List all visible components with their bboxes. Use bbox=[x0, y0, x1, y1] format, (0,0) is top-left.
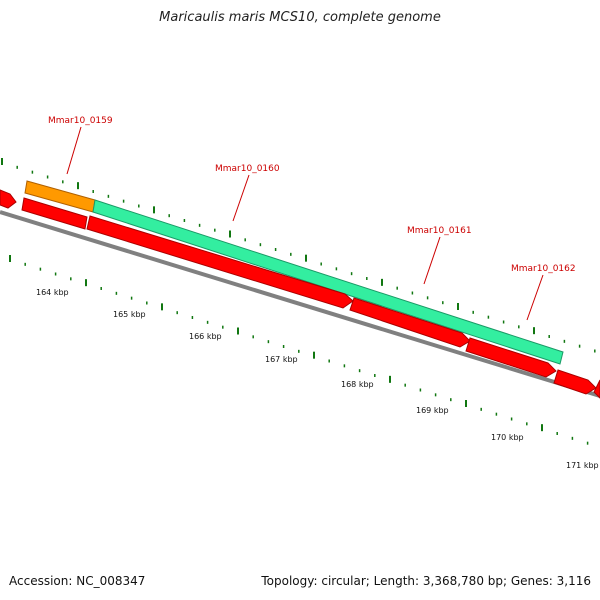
genome-stats-text: Topology: circular; Length: 3,368,780 bp… bbox=[261, 574, 591, 588]
kbp-label: 170 kbp bbox=[491, 433, 524, 442]
leader-line-0162 bbox=[526, 274, 544, 321]
kbp-label: 166 kbp bbox=[189, 332, 222, 341]
leader-line-0161 bbox=[423, 236, 441, 285]
cds-arrow[interactable] bbox=[86, 215, 354, 309]
accession-text: Accession: NC_008347 bbox=[9, 574, 146, 588]
cds-arrow[interactable] bbox=[349, 297, 471, 348]
leader-line-0159 bbox=[66, 126, 82, 175]
map-title: Maricaulis maris MCS10, complete genome bbox=[159, 10, 441, 25]
kbp-label: 164 kbp bbox=[36, 288, 69, 297]
kbp-label: 168 kbp bbox=[341, 380, 374, 389]
kbp-label: 169 kbp bbox=[416, 406, 449, 415]
outer-tick-row bbox=[1, 158, 596, 353]
cds-arrow-right-edge[interactable] bbox=[593, 379, 600, 399]
gene-label-mmar10-0160[interactable]: Mmar10_0160 bbox=[215, 164, 280, 174]
gene-label-mmar10-0161[interactable]: Mmar10_0161 bbox=[407, 226, 472, 236]
kbp-label: 165 kbp bbox=[113, 310, 146, 319]
cds-arrow[interactable] bbox=[553, 369, 597, 395]
kbp-label: 167 kbp bbox=[265, 355, 298, 364]
cds-arrow[interactable] bbox=[21, 197, 88, 230]
inner-tick-row bbox=[9, 255, 589, 445]
kbp-label: 171 kbp bbox=[566, 461, 599, 470]
highlight-green-bar[interactable] bbox=[92, 199, 564, 365]
leader-line-0160 bbox=[232, 174, 250, 222]
cds-arrow-left-edge[interactable] bbox=[0, 189, 17, 209]
genome-backbone bbox=[0, 210, 600, 398]
gene-label-mmar10-0159[interactable]: Mmar10_0159 bbox=[48, 116, 113, 126]
cds-arrow[interactable] bbox=[465, 337, 557, 378]
gene-label-mmar10-0162[interactable]: Mmar10_0162 bbox=[511, 264, 576, 274]
